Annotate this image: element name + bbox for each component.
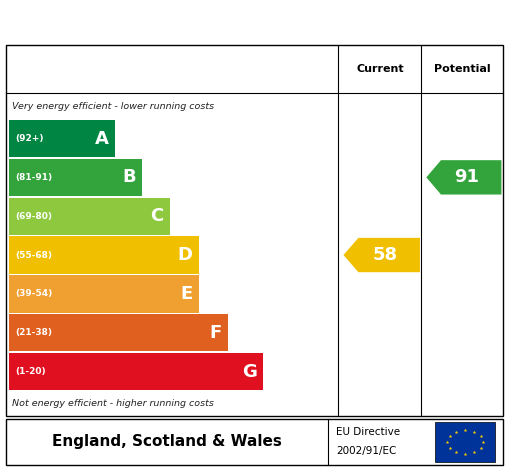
Text: (92+): (92+) xyxy=(15,134,44,143)
Bar xyxy=(9,198,169,235)
Polygon shape xyxy=(344,238,420,272)
Text: (55-68): (55-68) xyxy=(15,250,52,260)
Text: (21-38): (21-38) xyxy=(15,328,52,337)
Text: Energy Efficiency Rating: Energy Efficiency Rating xyxy=(10,12,317,32)
Text: (69-80): (69-80) xyxy=(15,212,52,221)
Bar xyxy=(9,236,199,274)
Text: Not energy efficient - higher running costs: Not energy efficient - higher running co… xyxy=(12,399,214,409)
Text: F: F xyxy=(209,324,221,342)
Text: B: B xyxy=(123,169,136,186)
Text: (1-20): (1-20) xyxy=(15,367,46,376)
Bar xyxy=(9,159,143,196)
Text: A: A xyxy=(95,129,109,148)
Text: 91: 91 xyxy=(455,169,479,186)
Text: (39-54): (39-54) xyxy=(15,290,52,298)
Text: Very energy efficient - lower running costs: Very energy efficient - lower running co… xyxy=(12,102,214,111)
Text: E: E xyxy=(180,285,192,303)
Text: D: D xyxy=(178,246,192,264)
Text: EU Directive: EU Directive xyxy=(336,427,400,437)
Text: Current: Current xyxy=(356,64,404,74)
Text: (81-91): (81-91) xyxy=(15,173,52,182)
Text: 58: 58 xyxy=(372,246,397,264)
Polygon shape xyxy=(427,160,501,195)
Text: Potential: Potential xyxy=(434,64,491,74)
Text: 2002/91/EC: 2002/91/EC xyxy=(336,446,397,456)
Text: G: G xyxy=(242,362,257,381)
Bar xyxy=(9,275,199,312)
Bar xyxy=(435,422,495,462)
Text: C: C xyxy=(150,207,163,225)
Bar xyxy=(9,314,228,351)
Bar xyxy=(9,353,263,390)
Text: England, Scotland & Wales: England, Scotland & Wales xyxy=(52,434,282,449)
Bar xyxy=(9,120,115,157)
